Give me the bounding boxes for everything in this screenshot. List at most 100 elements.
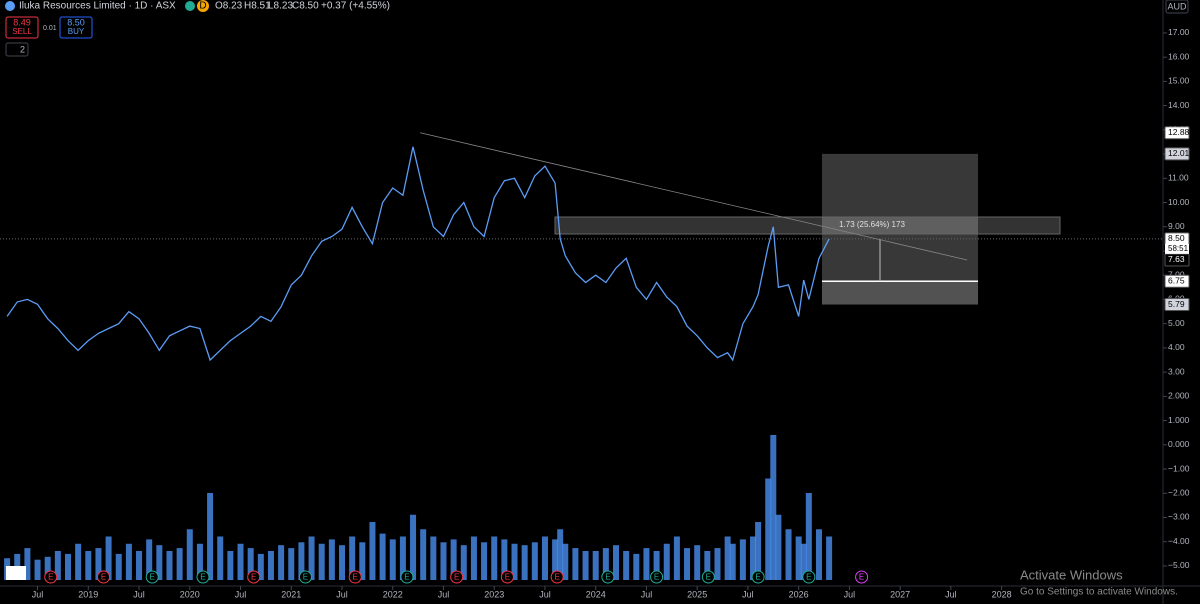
y-tick-label: 2.000	[1168, 391, 1190, 401]
volume-bar	[592, 551, 599, 580]
measure-box	[554, 216, 1061, 235]
price-label-bg	[1164, 147, 1190, 161]
volume-bar	[95, 548, 102, 580]
volume-bar	[328, 539, 335, 580]
volume-bar	[684, 548, 691, 580]
volume-bar	[44, 556, 51, 580]
status-dot	[185, 1, 195, 11]
volume-bar	[481, 542, 488, 580]
price-label: 12.88	[1168, 127, 1190, 137]
buy-label: BUY	[68, 27, 85, 36]
volume-bar	[267, 551, 274, 580]
volume-bar	[491, 536, 498, 580]
volume-bar	[582, 551, 589, 580]
y-tick-label: 5.00	[1168, 318, 1185, 328]
volume-bar	[557, 529, 564, 580]
volume-bar	[359, 542, 366, 580]
volume-bar	[349, 536, 356, 580]
close: C8.50	[292, 1, 319, 12]
volume-bar	[541, 536, 548, 580]
countdown-bg	[1165, 243, 1189, 254]
volume-bar	[399, 536, 406, 580]
earnings-label: E	[554, 573, 559, 582]
volume-bar	[176, 548, 183, 580]
y-tick-label: −5.00	[1168, 560, 1190, 570]
volume-bar	[430, 536, 437, 580]
sell-button[interactable]	[5, 16, 39, 39]
currency-button[interactable]	[1165, 0, 1189, 14]
buy-button[interactable]	[59, 16, 93, 39]
volume-bar	[755, 522, 762, 580]
open: O8.23	[215, 1, 243, 12]
volume-bar	[75, 543, 82, 580]
earnings-marker	[44, 570, 58, 584]
volume-bar	[237, 543, 244, 580]
buy-price: 8.50	[67, 17, 85, 27]
volume-bar	[552, 539, 559, 580]
x-tick-label: 2026	[789, 589, 809, 599]
price-label: 6.75	[1168, 276, 1185, 286]
badge-bg	[197, 0, 209, 12]
volume-bar	[24, 548, 31, 580]
volume-bar	[227, 551, 234, 580]
volume-bar	[410, 514, 417, 580]
x-tick-label: 2021	[281, 589, 301, 599]
x-tick-label: Jul	[336, 589, 348, 599]
earnings-marker	[348, 570, 362, 584]
volume-bar	[714, 548, 721, 580]
x-tick-label: 2025	[687, 589, 707, 599]
high: H8.51	[244, 1, 271, 12]
earnings-marker	[400, 570, 414, 584]
sell-label: SELL	[12, 27, 32, 36]
earnings-marker	[802, 570, 816, 584]
volume-bar	[379, 533, 386, 580]
tv-logo	[6, 566, 26, 580]
volume-bar	[653, 551, 660, 580]
volume-bar	[146, 539, 153, 580]
spread: 0.01	[43, 25, 57, 32]
volume-bar	[694, 545, 701, 580]
earnings-marker	[650, 570, 664, 584]
y-tick-label: 15.00	[1168, 76, 1190, 86]
y-tick-label: 16.00	[1168, 51, 1190, 61]
earnings-label: E	[48, 573, 53, 582]
earnings-label: E	[353, 573, 358, 582]
y-tick-label: 7.00	[1168, 269, 1185, 279]
x-tick-label: Jul	[235, 589, 247, 599]
volume-bar	[308, 536, 315, 580]
volume-bar	[572, 548, 579, 580]
volume-bar	[369, 522, 376, 580]
earnings-marker	[298, 570, 312, 584]
earnings-label: E	[654, 573, 659, 582]
volume-bar	[729, 543, 736, 580]
y-tick-label: −2.00	[1168, 488, 1190, 498]
earnings-label: E	[859, 573, 864, 582]
price-label-bg	[1164, 298, 1190, 312]
earnings-marker	[855, 570, 869, 584]
volume-bar	[196, 543, 203, 580]
volume-bar	[815, 529, 822, 580]
x-tick-label: 2027	[890, 589, 910, 599]
volume-bar	[623, 551, 630, 580]
volume-bar	[338, 545, 345, 580]
measure-label: 1.73 (25.64%) 173	[839, 220, 905, 229]
watermark-subtitle: Go to Settings to activate Windows.	[1020, 587, 1178, 598]
volume-bar	[389, 539, 396, 580]
volume-bar	[511, 543, 518, 580]
volume-bar	[765, 478, 772, 580]
volume-bar	[115, 553, 122, 580]
price-label: 5.79	[1168, 299, 1185, 309]
earnings-label: E	[404, 573, 409, 582]
volume-bar	[724, 536, 731, 580]
low: L8.23	[268, 1, 293, 12]
volume-bar	[217, 536, 224, 580]
volume-bar	[770, 435, 777, 580]
y-tick-label: −3.00	[1168, 512, 1190, 522]
indicators-toggle[interactable]	[5, 42, 29, 57]
x-tick-label: Jul	[438, 589, 450, 599]
volume-bar	[105, 536, 112, 580]
y-tick-label: 11.00	[1168, 173, 1189, 183]
